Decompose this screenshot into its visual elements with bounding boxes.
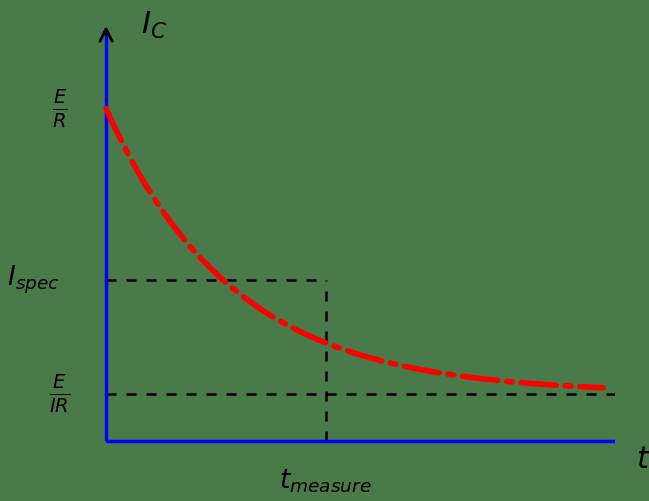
Text: $\frac{E}{R}$: $\frac{E}{R}$ (52, 88, 67, 130)
Text: t$_{measure}$: t$_{measure}$ (279, 467, 372, 494)
Text: I$_C$: I$_C$ (141, 10, 167, 41)
Text: $\frac{E}{IR}$: $\frac{E}{IR}$ (49, 372, 71, 414)
Text: I$_{spec}$: I$_{spec}$ (7, 264, 60, 296)
Text: t: t (637, 445, 648, 474)
